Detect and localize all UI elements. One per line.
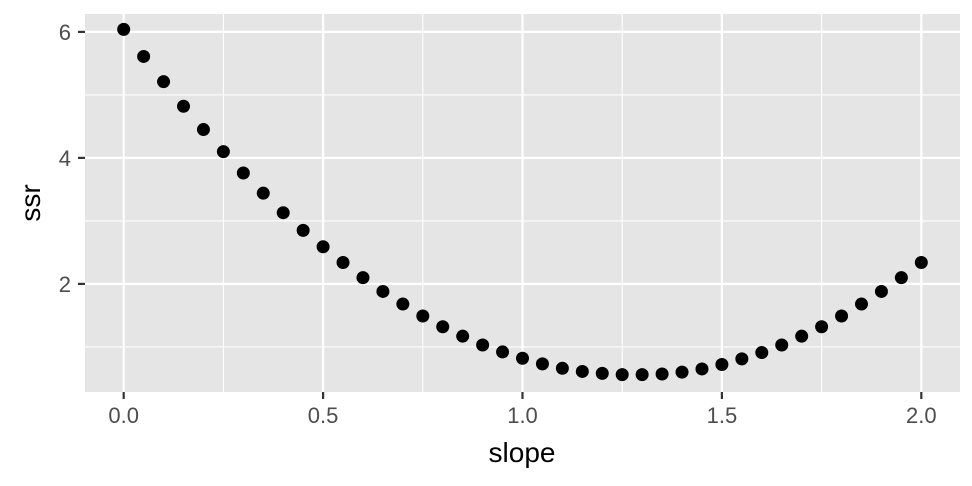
data-point xyxy=(675,365,689,379)
data-point xyxy=(695,362,709,376)
data-point xyxy=(117,22,131,36)
y-tick-label: 4 xyxy=(59,146,71,171)
y-tick-label: 2 xyxy=(59,272,71,297)
data-point xyxy=(894,271,908,285)
data-point xyxy=(615,368,629,382)
data-point xyxy=(256,186,270,200)
data-point xyxy=(196,123,210,137)
x-tick-label: 0.5 xyxy=(308,403,339,428)
data-point xyxy=(755,346,769,360)
data-point xyxy=(496,345,510,359)
data-point xyxy=(575,364,589,378)
y-axis-title: ssr xyxy=(15,184,46,221)
data-point xyxy=(157,75,171,89)
data-point xyxy=(436,320,450,334)
data-point xyxy=(795,329,809,343)
data-point xyxy=(555,361,569,375)
data-points xyxy=(117,22,928,382)
data-point xyxy=(316,240,330,254)
x-tick-label: 2.0 xyxy=(906,403,937,428)
data-point xyxy=(476,338,490,352)
data-point xyxy=(635,368,649,382)
data-point xyxy=(655,367,669,381)
data-point xyxy=(735,352,749,366)
data-point xyxy=(835,309,849,323)
data-point xyxy=(336,255,350,269)
data-point xyxy=(177,99,191,113)
x-axis: 0.0 0.5 1.0 1.5 2.0 xyxy=(108,392,937,428)
data-point xyxy=(416,309,430,323)
data-point xyxy=(216,145,230,159)
data-point xyxy=(516,351,529,365)
data-point xyxy=(535,357,549,371)
data-point xyxy=(456,329,470,343)
x-tick-label: 0.0 xyxy=(108,403,139,428)
data-point xyxy=(137,49,151,63)
x-tick-label: 1.5 xyxy=(707,403,738,428)
data-point xyxy=(595,366,609,380)
x-axis-title: slope xyxy=(489,437,556,468)
data-point xyxy=(775,338,789,352)
data-point xyxy=(236,166,250,180)
data-point xyxy=(874,284,888,298)
data-point xyxy=(815,320,829,334)
data-point xyxy=(356,271,370,285)
y-tick-label: 6 xyxy=(59,20,71,45)
data-point xyxy=(296,223,310,237)
data-point xyxy=(715,358,729,372)
x-tick-label: 1.0 xyxy=(507,403,538,428)
data-point xyxy=(854,297,868,311)
major-gridlines xyxy=(85,14,960,392)
data-point xyxy=(376,284,390,298)
y-axis: 2 4 6 xyxy=(59,20,85,297)
data-point xyxy=(276,206,290,220)
data-point xyxy=(914,255,928,269)
data-point xyxy=(396,297,410,311)
